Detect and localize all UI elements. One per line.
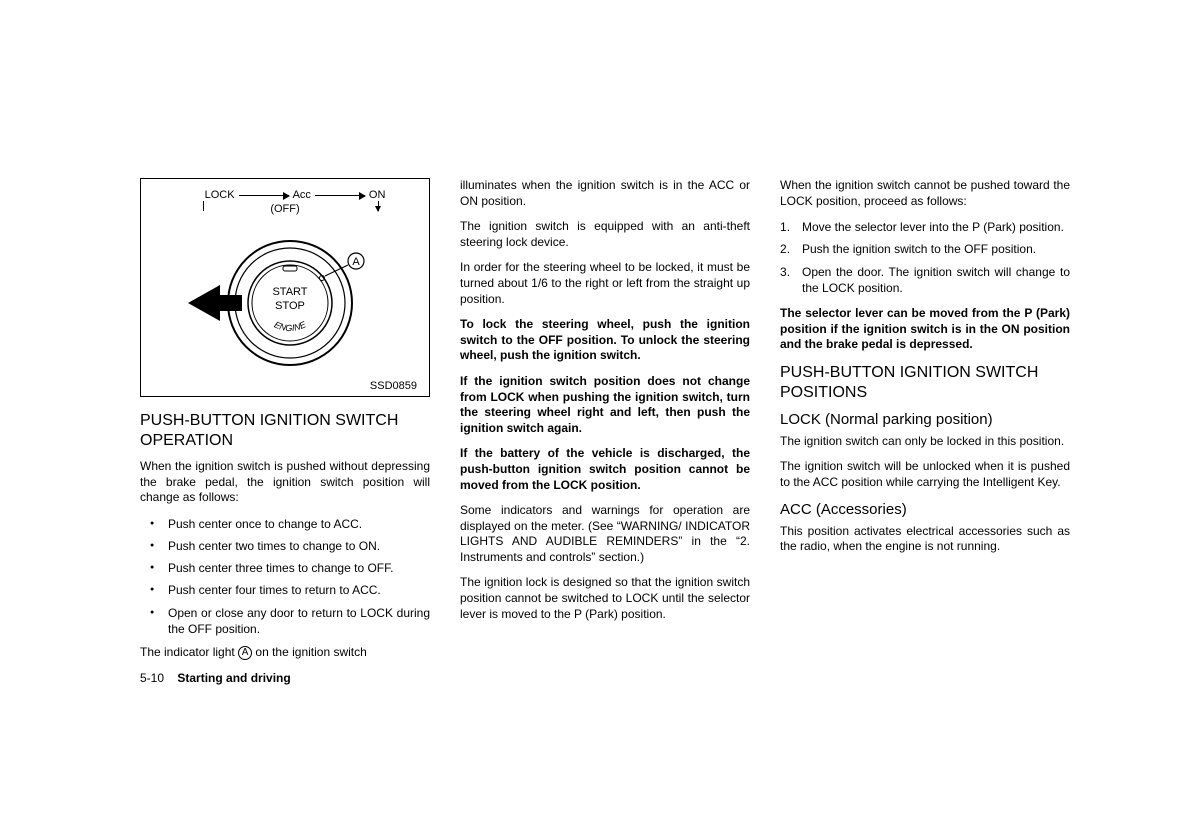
col3-steps: Move the selector lever into the P (Park… (780, 219, 1070, 296)
column-2: illuminates when the ignition switch is … (460, 178, 750, 685)
label-acc: Acc (293, 189, 311, 201)
col2-p6: If the battery of the vehicle is dischar… (460, 446, 750, 493)
col3-h3b: ACC (Accessories) (780, 501, 1070, 518)
indicator-post: on the ignition switch (255, 645, 366, 659)
ignition-figure: LOCK Acc ON (OFF) (140, 178, 430, 397)
section-title: Starting and driving (177, 671, 290, 685)
list-item: Open or close any door to return to LOCK… (140, 605, 430, 637)
col1-bullet-list: Push center once to change to ACC. Push … (140, 516, 430, 637)
column-1: LOCK Acc ON (OFF) (140, 178, 430, 685)
col2-p5: If the ignition switch position does not… (460, 374, 750, 436)
ignition-button-diagram: A START STOP ENGINE (153, 223, 417, 378)
col1-intro: When the ignition switch is pushed witho… (140, 459, 430, 506)
label-lock: LOCK (205, 189, 235, 201)
figure-top-labels: LOCK Acc ON (153, 189, 417, 201)
list-item: Push the ignition switch to the OFF posi… (780, 241, 1070, 257)
svg-text:ENGINE: ENGINE (273, 319, 309, 333)
col2-p2: The ignition switch is equipped with an … (460, 219, 750, 250)
tick-icon (203, 201, 204, 211)
col2-p4: To lock the steering wheel, push the ign… (460, 317, 750, 364)
col2-p3: In order for the steering wheel to be lo… (460, 260, 750, 307)
figure-id: SSD0859 (153, 380, 417, 392)
page-footer: 5-10 Starting and driving (140, 671, 430, 685)
list-item: Push center three times to change to OFF… (140, 560, 430, 576)
svg-text:A: A (352, 256, 360, 268)
tick-arrow-icon (378, 201, 379, 211)
col3-p5: This position activates electrical acces… (780, 524, 1070, 555)
figure-off-row: (OFF) (153, 203, 417, 223)
col3-p4: The ignition switch will be unlocked whe… (780, 459, 1070, 490)
list-item: Move the selector lever into the P (Park… (780, 219, 1070, 235)
list-item: Push center four times to return to ACC. (140, 582, 430, 598)
page-number: 5-10 (140, 671, 164, 685)
circled-a-icon: A (238, 646, 252, 660)
col3-p2: The selector lever can be moved from the… (780, 306, 1070, 353)
col1-heading: PUSH-BUTTON IGNITION SWITCH OPERATION (140, 411, 430, 451)
list-item: Open the door. The ignition switch will … (780, 264, 1070, 296)
column-3: When the ignition switch cannot be pushe… (780, 178, 1070, 685)
label-on: ON (369, 189, 386, 201)
page-columns: LOCK Acc ON (OFF) (140, 178, 1070, 685)
svg-text:START: START (272, 286, 307, 298)
list-item: Push center once to change to ACC. (140, 516, 430, 532)
svg-text:STOP: STOP (275, 300, 305, 312)
col3-p3: The ignition switch can only be locked i… (780, 434, 1070, 450)
col2-p7: Some indicators and warnings for operati… (460, 503, 750, 565)
col3-h2: PUSH-BUTTON IGNITION SWITCH POSITIONS (780, 363, 1070, 403)
ignition-svg: A START STOP ENGINE (170, 223, 400, 378)
arrow-icon (239, 195, 289, 196)
col2-p8: The ignition lock is designed so that th… (460, 575, 750, 622)
label-off: (OFF) (270, 203, 299, 215)
col3-h3a: LOCK (Normal parking position) (780, 411, 1070, 428)
col1-indicator-line: The indicator light A on the ignition sw… (140, 645, 430, 661)
col2-p1: illuminates when the ignition switch is … (460, 178, 750, 209)
col3-p1: When the ignition switch cannot be pushe… (780, 178, 1070, 209)
arrow-icon (315, 195, 365, 196)
indicator-pre: The indicator light (140, 645, 238, 659)
list-item: Push center two times to change to ON. (140, 538, 430, 554)
